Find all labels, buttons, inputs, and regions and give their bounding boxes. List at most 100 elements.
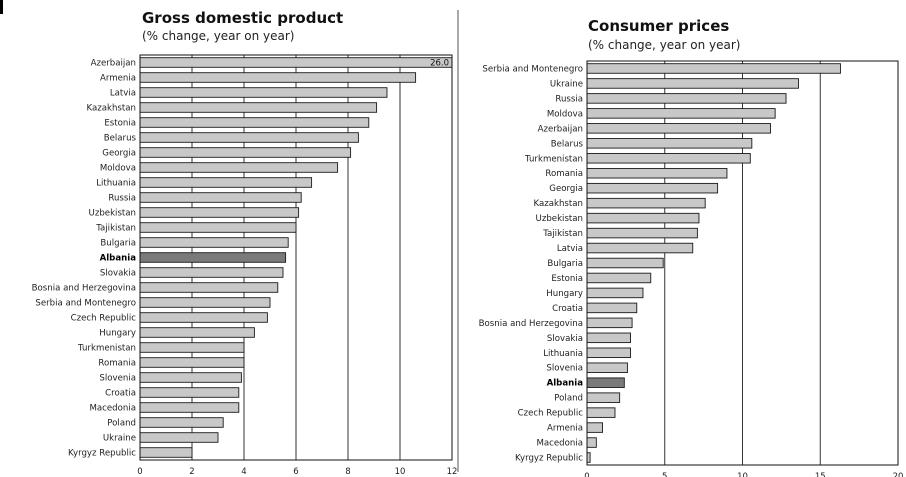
- cpi-bar-lithuania: [586, 347, 631, 359]
- gdp-bar-bosnia-and-herzegovina: [139, 282, 279, 293]
- gdp-bar-uzbekistan: [139, 207, 300, 218]
- gdp-label-moldova: Moldova: [100, 164, 136, 174]
- cpi-tick-5: 5: [662, 472, 667, 477]
- cpi-label-uzbekistan: Uzbekistan: [536, 214, 583, 224]
- gdp-bar-hungary: [139, 327, 255, 338]
- gdp-label-croatia: Croatia: [105, 389, 136, 399]
- gdp-label-lithuania: Lithuania: [96, 179, 136, 189]
- cpi-bar-bosnia-and-herzegovina: [586, 317, 633, 329]
- gdp-bar-slovakia: [139, 267, 284, 278]
- cpi-label-armenia: Armenia: [547, 424, 583, 434]
- cpi-bar-slovakia: [586, 332, 631, 344]
- gdp-label-albania: Albania: [100, 254, 137, 264]
- cpi-label-tajikistan: Tajikistan: [542, 229, 583, 239]
- gdp-tick-6: 6: [293, 467, 298, 477]
- gdp-bar-czech-republic: [139, 312, 268, 323]
- cpi-tick-20: 20: [893, 472, 904, 477]
- gdp-data-label-azerbaijan: 26.0: [430, 59, 449, 69]
- cpi-bar-slovenia: [586, 362, 628, 373]
- gdp-label-uzbekistan: Uzbekistan: [89, 209, 136, 219]
- cpi-label-bosnia-and-herzegovina: Bosnia and Herzegovina: [479, 319, 583, 329]
- cpi-label-ukraine: Ukraine: [550, 79, 583, 89]
- gdp-bar-serbia-and-montenegro: [139, 297, 271, 308]
- gdp-chart-title: Gross domestic product: [142, 9, 343, 27]
- cpi-label-kazakhstan: Kazakhstan: [533, 199, 583, 209]
- cpi-bar-czech-republic: [586, 407, 616, 418]
- cpi-bar-azerbaijan: [586, 123, 771, 134]
- gdp-label-poland: Poland: [107, 419, 136, 429]
- gdp-label-slovakia: Slovakia: [100, 269, 136, 279]
- cpi-bar-armenia: [586, 422, 604, 433]
- corner-marker: [0, 0, 3, 14]
- gdp-bar-azerbaijan: [139, 57, 453, 68]
- cpi-label-turkmenistan: Turkmenistan: [524, 154, 583, 164]
- gdp-bar-macedonia: [139, 402, 240, 413]
- gdp-bar-moldova: [139, 162, 339, 173]
- cpi-label-czech-republic: Czech Republic: [518, 409, 584, 419]
- cpi-label-hungary: Hungary: [546, 289, 583, 299]
- cpi-bar-serbia-and-montenegro: [586, 63, 841, 74]
- gdp-label-latvia: Latvia: [110, 89, 136, 99]
- gdp-tick-8: 8: [345, 467, 350, 477]
- cpi-label-slovakia: Slovakia: [547, 334, 583, 344]
- cpi-bar-georgia: [586, 182, 719, 194]
- gdp-bar-poland: [139, 417, 224, 428]
- gdp-label-bulgaria: Bulgaria: [100, 239, 136, 249]
- gdp-bar-tajikistan: [139, 222, 297, 233]
- cpi-label-georgia: Georgia: [549, 184, 583, 194]
- gdp-x-tick-labels: 0 2 4 6 8 10 12: [137, 467, 457, 477]
- gdp-chart-subtitle: (% change, year on year): [142, 29, 295, 43]
- gdp-label-kyrgyz-republic: Kyrgyz Republic: [68, 449, 136, 459]
- cpi-tick-0: 0: [584, 472, 589, 477]
- gdp-tick-0: 0: [137, 467, 142, 477]
- gdp-bar-bulgaria: [139, 237, 289, 248]
- cpi-label-slovenia: Slovenia: [546, 364, 583, 374]
- cpi-bar-moldova: [586, 108, 776, 119]
- gdp-tick-4: 4: [241, 467, 246, 477]
- cpi-label-poland: Poland: [554, 394, 583, 404]
- cpi-label-bulgaria: Bulgaria: [547, 259, 583, 269]
- cpi-label-latvia: Latvia: [557, 244, 583, 254]
- gdp-chart: Gross domestic product (% change, year o…: [32, 9, 458, 477]
- gdp-bars: 26.0: [139, 57, 453, 458]
- cpi-plot-frame: [586, 60, 899, 466]
- gdp-bar-romania: [139, 357, 245, 368]
- gdp-bar-croatia: [139, 387, 240, 398]
- cpi-bar-ukraine: [586, 78, 799, 89]
- cpi-bar-uzbekistan: [586, 212, 700, 224]
- gdp-label-estonia: Estonia: [104, 119, 136, 129]
- gdp-label-tajikistan: Tajikistan: [95, 224, 136, 234]
- cpi-bar-bulgaria: [586, 257, 664, 269]
- gdp-bar-albania: [139, 252, 287, 263]
- gdp-tick-12: 12: [447, 467, 458, 477]
- cpi-label-serbia-and-montenegro: Serbia and Montenegro: [482, 64, 583, 74]
- gdp-bar-slovenia: [139, 372, 242, 383]
- cpi-label-moldova: Moldova: [547, 109, 583, 119]
- cpi-label-russia: Russia: [555, 94, 583, 104]
- cpi-label-macedonia: Macedonia: [536, 439, 583, 449]
- cpi-tick-10: 10: [737, 472, 748, 477]
- gdp-label-armenia: Armenia: [100, 74, 136, 84]
- cpi-bar-latvia: [586, 242, 694, 254]
- gdp-bar-estonia: [139, 117, 370, 128]
- gdp-label-macedonia: Macedonia: [89, 404, 136, 414]
- gdp-label-georgia: Georgia: [102, 149, 136, 159]
- cpi-bar-albania: [586, 377, 625, 388]
- cpi-bar-macedonia: [586, 437, 597, 448]
- gdp-label-russia: Russia: [108, 194, 136, 204]
- gdp-bar-lithuania: [139, 177, 313, 188]
- gdp-category-labels: Azerbaijan Armenia Latvia Kazakhstan Estonia…: [32, 59, 137, 459]
- gdp-bar-russia: [139, 192, 302, 203]
- gdp-bar-kyrgyz-republic: [139, 447, 193, 458]
- gdp-plot-frame: [139, 54, 453, 461]
- gdp-label-turkmenistan: Turkmenistan: [77, 344, 136, 354]
- cpi-tick-15: 15: [815, 472, 826, 477]
- cpi-label-albania: Albania: [547, 379, 584, 389]
- cpi-bars: [586, 63, 841, 463]
- gdp-label-azerbaijan: Azerbaijan: [91, 59, 136, 69]
- cpi-chart-subtitle: (% change, year on year): [588, 38, 741, 52]
- cpi-bar-romania: [586, 167, 728, 179]
- cpi-bar-tajikistan: [586, 227, 698, 239]
- cpi-label-romania: Romania: [545, 169, 583, 179]
